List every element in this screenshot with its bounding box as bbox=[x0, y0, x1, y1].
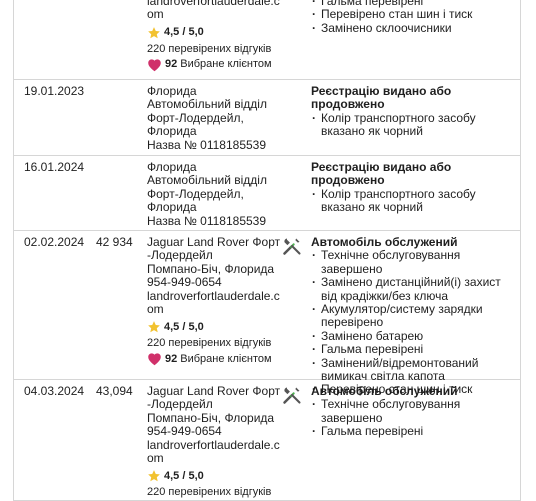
source-line: Флорида bbox=[147, 160, 197, 174]
table-row: 04.03.2024 43,094 Jaguar Land Rover Форт… bbox=[14, 380, 520, 501]
source-line: Флорида bbox=[147, 84, 197, 98]
heart-icon bbox=[148, 59, 161, 71]
review-count: 220 перевірених відгуків bbox=[147, 42, 272, 55]
wrench-screwdriver-icon bbox=[283, 238, 301, 255]
service-icon-cell bbox=[282, 385, 306, 408]
details-list: Колір транспортного засобу вказано як чо… bbox=[311, 187, 516, 215]
details-item: Перевірено стан шин і тиск bbox=[311, 383, 516, 398]
details-item: Гальма перевірені bbox=[311, 0, 516, 9]
source-cell: landroverfortlauderdale.c om 4,5 / 5,0 2… bbox=[147, 0, 282, 72]
customer-favorite: 92 Вибране клієнтом bbox=[147, 57, 282, 72]
rating: 4,5 / 5,0 bbox=[147, 319, 282, 335]
source-line: 954-949-0654 bbox=[147, 424, 222, 439]
details-list: Технічне обслуговування завершено Гальма… bbox=[311, 398, 516, 439]
table-row: 16.01.2024 Флорида Автомобільний відділ … bbox=[14, 156, 520, 231]
rating-value: 4,5 / 5,0 bbox=[164, 26, 204, 39]
details-cell: Гальма перевірені Перевірено стан шин і … bbox=[311, 0, 516, 36]
star-icon bbox=[148, 26, 160, 39]
wrench-screwdriver-icon bbox=[283, 387, 301, 404]
details-list: Гальма перевірені Перевірено стан шин і … bbox=[311, 0, 516, 36]
review-count: 220 перевірених відгуків bbox=[147, 337, 272, 350]
date-cell: 02.02.2024 bbox=[24, 235, 85, 249]
source-line: om bbox=[147, 7, 164, 22]
service-icon-cell bbox=[282, 236, 306, 259]
source-line: Флорида bbox=[147, 200, 197, 215]
source-line: Форт-Лодердейл, bbox=[147, 186, 244, 201]
details-item: Замінений/відремонтований вимикач світла… bbox=[311, 356, 516, 384]
source-line: Помпано-Біч, Флорида bbox=[147, 410, 275, 425]
details-item: Гальма перевірені bbox=[311, 424, 516, 439]
details-item: Технічне обслуговування завершено bbox=[311, 249, 516, 276]
rating-value: 4,5 / 5,0 bbox=[164, 320, 204, 333]
source-cell: Флорида Автомобільний відділ Форт-Лодерд… bbox=[147, 84, 282, 152]
source-line: landroverfortlauderdale.com bbox=[147, 437, 280, 466]
source-line: Автомобільний відділ bbox=[147, 173, 267, 188]
date-cell: 04.03.2024 bbox=[24, 384, 85, 398]
source-line: Помпано-Біч, Флорида bbox=[147, 261, 275, 276]
details-cell: Автомобіль обслужений Технічне обслугову… bbox=[311, 384, 516, 439]
details-title: Реєстрацію видано або продовжено bbox=[311, 84, 452, 112]
rating-value: 4,5 / 5,0 bbox=[164, 469, 204, 482]
details-item: Замінено склоочисники bbox=[311, 21, 516, 36]
details-item: Гальма перевірені bbox=[311, 342, 516, 357]
table-row: landroverfortlauderdale.c om 4,5 / 5,0 2… bbox=[14, 0, 520, 80]
source-cell: Флорида Автомобільний відділ Форт-Лодерд… bbox=[147, 160, 282, 228]
details-item: Колір транспортного засобу вказано як чо… bbox=[311, 111, 516, 139]
table-row: 02.02.2024 42 934 Jaguar Land Rover Форт… bbox=[14, 231, 520, 397]
source-line: Форт-Лодердейл, bbox=[147, 110, 244, 125]
details-cell: Автомобіль обслужений Технічне обслугову… bbox=[311, 235, 516, 398]
favorite-count: 92 bbox=[165, 58, 178, 71]
favorite-label: Вибране клієнтом bbox=[180, 352, 272, 365]
details-item: Замінено батарею bbox=[311, 329, 516, 344]
details-title: Автомобіль обслужений bbox=[311, 384, 458, 398]
details-title: Автомобіль обслужений bbox=[311, 235, 458, 249]
star-icon bbox=[148, 321, 160, 333]
details-list: Колір транспортного засобу вказано як чо… bbox=[311, 111, 516, 139]
date-cell: 19.01.2023 bbox=[24, 84, 85, 98]
source-line: Назва № 0118185539 bbox=[147, 137, 267, 152]
details-list: Технічне обслуговування завершено Заміне… bbox=[311, 249, 516, 398]
source-line: Флорида bbox=[147, 124, 197, 139]
source-line: Jaguar Land Rover Форт-Лодердейл bbox=[147, 235, 281, 263]
details-title: Реєстрацію видано або продовжено bbox=[311, 160, 452, 188]
details-cell: Реєстрацію видано або продовжено Колір т… bbox=[311, 84, 516, 139]
heart-icon bbox=[148, 353, 161, 366]
table-row: 19.01.2023 Флорида Автомобільний відділ … bbox=[14, 80, 520, 156]
source-line: 954-949-0654 bbox=[147, 275, 222, 290]
source-line: Назва № 0118185539 bbox=[147, 213, 267, 228]
rating: 4,5 / 5,0 bbox=[147, 468, 282, 484]
details-item: Технічне обслуговування завершено bbox=[311, 398, 516, 425]
details-item: Замінено дистанційний(і) захист від крад… bbox=[311, 276, 516, 303]
source-line: Автомобільний відділ bbox=[147, 97, 267, 112]
details-cell: Реєстрацію видано або продовжено Колір т… bbox=[311, 160, 516, 215]
date-cell: 16.01.2024 bbox=[24, 160, 85, 174]
mileage-cell: 42 934 bbox=[96, 235, 133, 249]
vehicle-history-table: landroverfortlauderdale.c om 4,5 / 5,0 2… bbox=[13, 0, 521, 501]
rating: 4,5 / 5,0 bbox=[147, 25, 282, 41]
source-line: landroverfortlauderdale.com bbox=[147, 288, 280, 317]
mileage-cell: 43,094 bbox=[96, 384, 133, 398]
details-item: Колір транспортного засобу вказано як чо… bbox=[311, 187, 516, 215]
source-cell: Jaguar Land Rover Форт-Лодердейл Помпано… bbox=[147, 235, 282, 367]
favorite-label: Вибране клієнтом bbox=[180, 58, 272, 71]
customer-favorite: 92 Вибране клієнтом bbox=[147, 352, 282, 367]
source-line: Jaguar Land Rover Форт-Лодердейл bbox=[147, 384, 281, 412]
star-icon bbox=[148, 470, 160, 482]
source-cell: Jaguar Land Rover Форт-Лодердейл Помпано… bbox=[147, 384, 282, 500]
review-count: 220 перевірених відгуків bbox=[147, 486, 272, 499]
source-line: landroverfortlauderdale.c bbox=[147, 0, 280, 8]
details-item: Перевірено стан шин і тиск bbox=[311, 7, 516, 22]
details-item: Акумулятор/систему зарядки перевірено bbox=[311, 302, 516, 330]
favorite-count: 92 bbox=[165, 352, 178, 365]
